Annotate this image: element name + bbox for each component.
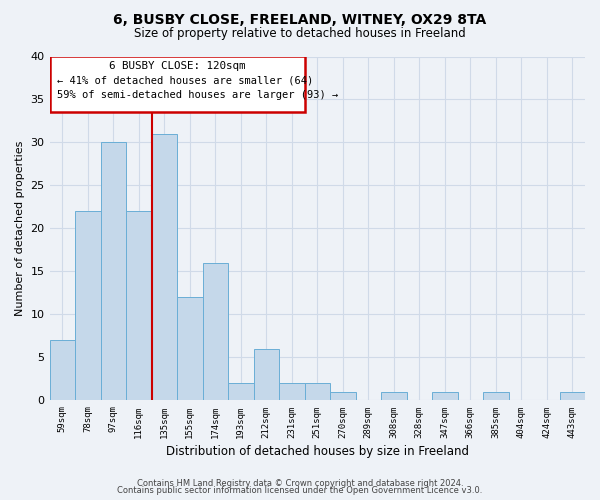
Text: 6 BUSBY CLOSE: 120sqm: 6 BUSBY CLOSE: 120sqm (109, 61, 245, 71)
Text: 59% of semi-detached houses are larger (93) →: 59% of semi-detached houses are larger (… (57, 90, 338, 100)
Bar (330, 392, 356, 400)
Bar (50, 56, 305, 112)
Bar (432, 392, 458, 400)
Bar (483, 392, 509, 400)
Text: 6, BUSBY CLOSE, FREELAND, WITNEY, OX29 8TA: 6, BUSBY CLOSE, FREELAND, WITNEY, OX29 8… (113, 12, 487, 26)
Text: Contains HM Land Registry data © Crown copyright and database right 2024.: Contains HM Land Registry data © Crown c… (137, 478, 463, 488)
Bar (101, 142, 126, 400)
Bar (75, 212, 101, 400)
Y-axis label: Number of detached properties: Number of detached properties (15, 141, 25, 316)
X-axis label: Distribution of detached houses by size in Freeland: Distribution of detached houses by size … (166, 444, 469, 458)
Bar (305, 383, 330, 400)
Text: Contains public sector information licensed under the Open Government Licence v3: Contains public sector information licen… (118, 486, 482, 495)
Bar (254, 349, 279, 401)
Bar (50, 340, 75, 400)
Bar (126, 212, 152, 400)
Bar (203, 263, 228, 400)
Bar (177, 298, 203, 401)
Bar (560, 392, 585, 400)
Bar (152, 134, 177, 400)
Text: Size of property relative to detached houses in Freeland: Size of property relative to detached ho… (134, 28, 466, 40)
Bar (279, 383, 305, 400)
Bar (381, 392, 407, 400)
Text: ← 41% of detached houses are smaller (64): ← 41% of detached houses are smaller (64… (57, 76, 313, 86)
Bar (228, 383, 254, 400)
